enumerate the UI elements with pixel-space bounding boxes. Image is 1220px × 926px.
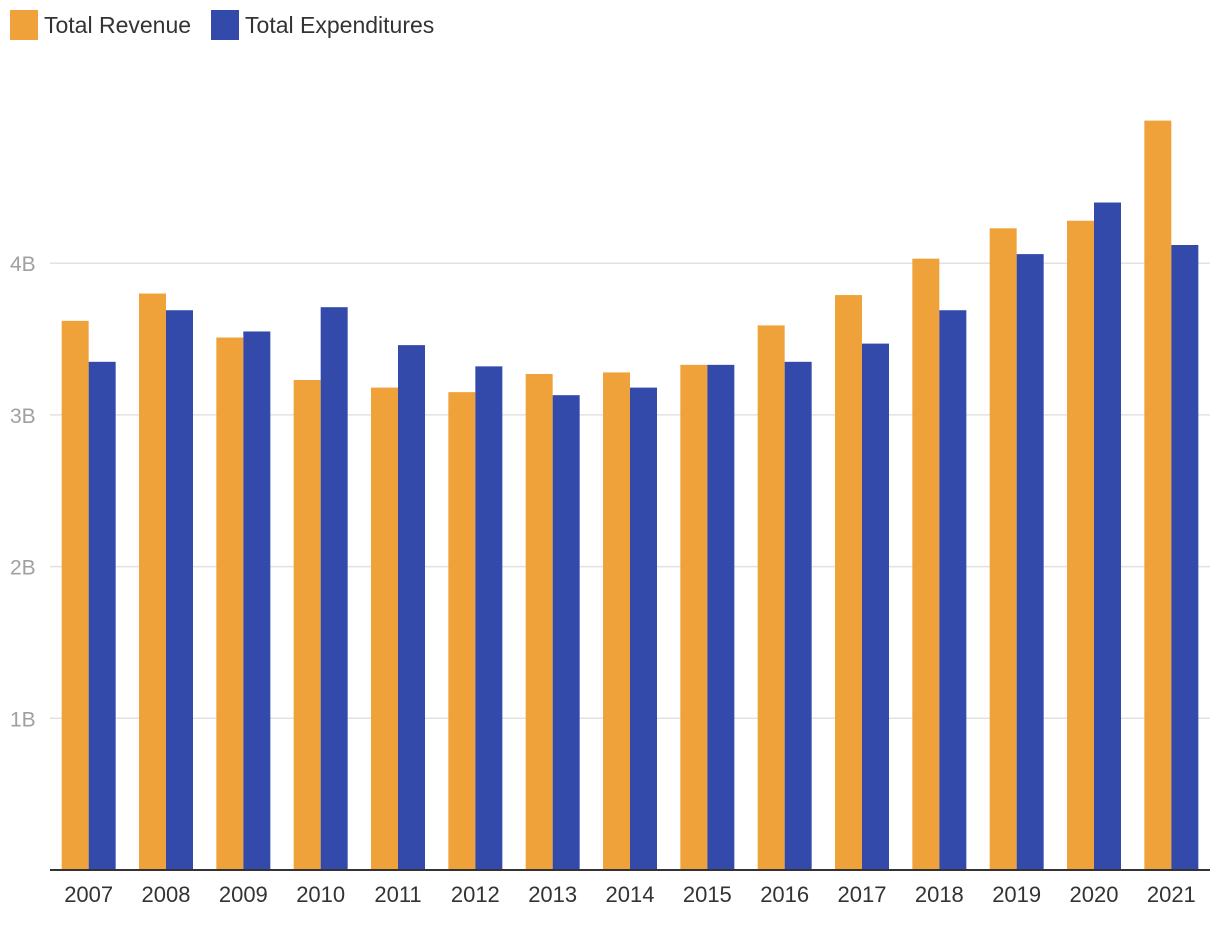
bar-total-revenue-2013[interactable]: [525, 373, 553, 870]
legend-swatch-total-revenue: [10, 10, 38, 40]
bar-total-expenditures-2011[interactable]: [398, 345, 425, 870]
bar-total-expenditures-2009[interactable]: [243, 331, 271, 871]
x-tick-label-2007: 2007: [64, 882, 113, 907]
x-tick-label-2014: 2014: [606, 882, 655, 907]
bar-total-expenditures-2018[interactable]: [939, 310, 967, 870]
legend: Total Revenue Total Expenditures: [10, 10, 454, 40]
bar-total-expenditures-2012[interactable]: [475, 366, 503, 870]
bar-total-revenue-2017[interactable]: [835, 295, 862, 870]
bar-total-expenditures-2016[interactable]: [784, 361, 812, 870]
bar-total-expenditures-2017[interactable]: [862, 343, 889, 870]
legend-label-total-expenditures: Total Expenditures: [245, 11, 435, 38]
y-tick-label: 2B: [10, 557, 36, 580]
y-tick-label: 4B: [10, 253, 36, 276]
bar-total-revenue-2007[interactable]: [61, 320, 89, 870]
legend-item-total-revenue[interactable]: Total Revenue: [10, 10, 191, 40]
bar-total-revenue-2011[interactable]: [371, 387, 398, 870]
y-tick-label: 3B: [10, 405, 36, 428]
bar-total-revenue-2021[interactable]: [1144, 120, 1172, 871]
bar-total-revenue-2018[interactable]: [912, 258, 940, 870]
x-tick-label-2012: 2012: [451, 882, 500, 907]
legend-item-total-expenditures[interactable]: Total Expenditures: [211, 10, 434, 40]
bar-total-expenditures-2008[interactable]: [166, 310, 193, 870]
x-tick-label-2010: 2010: [296, 882, 345, 907]
bar-total-expenditures-2010[interactable]: [320, 307, 348, 870]
legend-swatch-total-expenditures: [211, 10, 240, 40]
x-tick-label-2008: 2008: [142, 882, 191, 907]
x-tick-label-2020: 2020: [1070, 882, 1119, 907]
bar-total-revenue-2020[interactable]: [1067, 220, 1094, 870]
bar-total-revenue-2014[interactable]: [603, 372, 630, 870]
x-tick-label-2021: 2021: [1147, 882, 1196, 907]
bar-total-revenue-2019[interactable]: [989, 228, 1017, 870]
x-tick-label-2015: 2015: [683, 882, 732, 907]
bar-total-revenue-2009[interactable]: [216, 337, 244, 871]
x-tick-label-2016: 2016: [760, 882, 809, 907]
y-tick-label: 1B: [10, 708, 36, 731]
bar-total-expenditures-2007[interactable]: [88, 361, 116, 870]
x-tick-label-2011: 2011: [374, 882, 421, 907]
bar-total-expenditures-2019[interactable]: [1016, 254, 1044, 870]
bar-total-expenditures-2015[interactable]: [707, 364, 735, 870]
bar-total-revenue-2016[interactable]: [757, 325, 785, 871]
legend-label-total-revenue: Total Revenue: [44, 11, 192, 38]
x-tick-label-2018: 2018: [915, 882, 964, 907]
x-tick-label-2017: 2017: [838, 882, 887, 907]
bar-total-expenditures-2014[interactable]: [630, 387, 657, 870]
bar-total-revenue-2010[interactable]: [293, 380, 321, 870]
x-tick-label-2013: 2013: [528, 882, 577, 907]
bar-total-revenue-2008[interactable]: [139, 293, 166, 870]
bar-total-expenditures-2013[interactable]: [552, 395, 580, 870]
bar-total-expenditures-2020[interactable]: [1094, 202, 1121, 870]
x-axis-labels: 2007 2008 2009 2010 2011 2012 2013 2014 2015 2016…: [64, 882, 1196, 907]
bar-total-revenue-2015[interactable]: [680, 364, 708, 870]
bars: [61, 120, 1199, 871]
bar-total-expenditures-2021[interactable]: [1171, 244, 1199, 871]
x-tick-label-2019: 2019: [992, 882, 1041, 907]
x-tick-label-2009: 2009: [219, 882, 268, 907]
bar-total-revenue-2012[interactable]: [448, 392, 476, 870]
y-axis-labels: 1B 2B 3B 4B: [10, 253, 36, 731]
